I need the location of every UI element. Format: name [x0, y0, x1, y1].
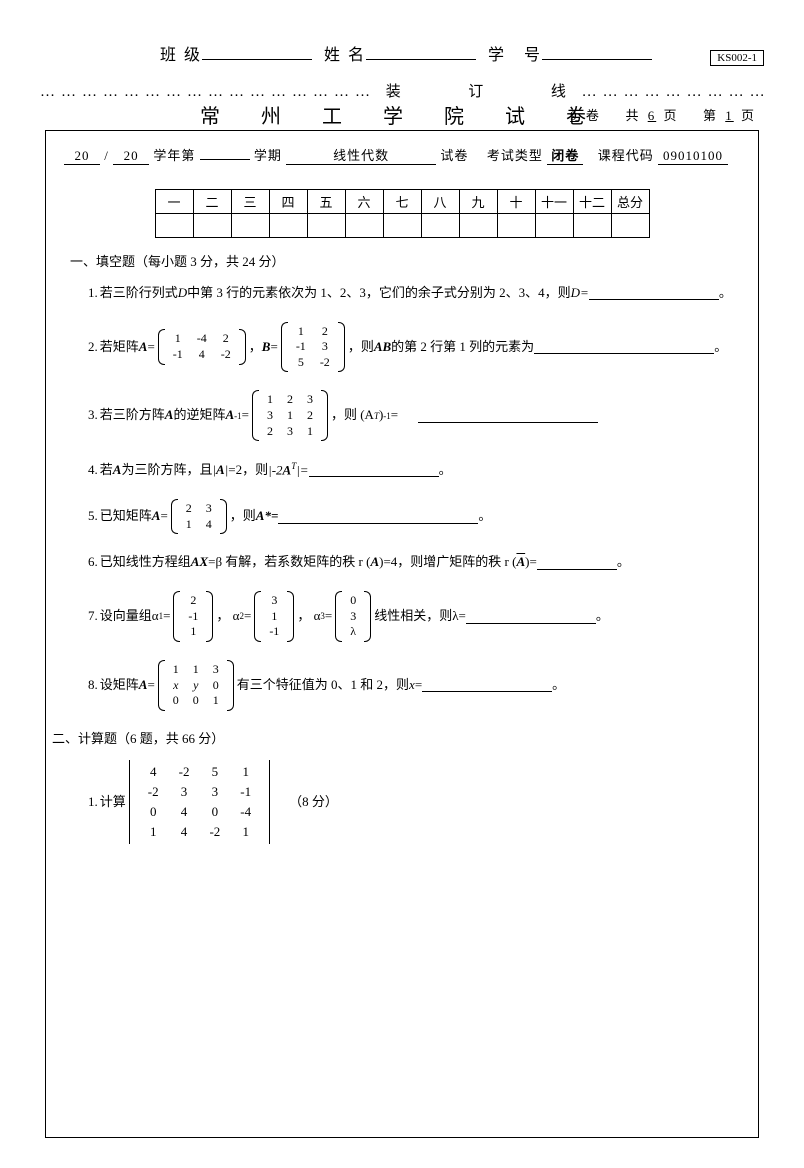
exam-page: 班 级 姓 名 学 号 KS002-1 ………………………………………… 装 订… [0, 0, 804, 1168]
main-box: 20 / 20 学年第 学期 线性代数 试卷 考试类型 闭卷 课程代码 0901… [45, 130, 759, 1138]
total-pages: 6 [646, 108, 659, 123]
q1: 1. 若三阶行列式 D 中第 3 行的元素依次为 1、2、3，它们的余子式分别为… [88, 283, 734, 304]
q3-matrix: 123 312 231 [252, 390, 328, 441]
q6-blank [537, 556, 617, 570]
name-label: 姓 名 [324, 41, 366, 65]
exam-type: 闭卷 [547, 145, 583, 165]
q8-blank [422, 678, 552, 692]
q1-blank [589, 286, 719, 300]
line-char: 线 [551, 84, 572, 100]
school-title: 常 州 工 学 院 试 卷 [200, 100, 604, 129]
score-table: 一 二 三 四 五 六 七 八 九 十 十一 十二 总分 [155, 189, 650, 238]
header-fields: 班 级 姓 名 学 号 [160, 40, 734, 65]
name-blank [366, 40, 476, 60]
id-label: 学 号 [488, 41, 542, 65]
term-blank [200, 159, 250, 160]
q2: 2. 若矩阵 A = 1-42 -14-2 ， B = 12 -13 5-2 ，… [88, 322, 734, 373]
q5-matrix: 23 14 [171, 499, 227, 534]
score-blank-row [155, 214, 649, 238]
s2-q1: 1. 计算 4-251 -233-1 040-4 14-21 （8 分） [88, 760, 734, 845]
exam-info-line: 20 / 20 学年第 学期 线性代数 试卷 考试类型 闭卷 课程代码 0901… [46, 131, 758, 175]
q8-matrix: 113 xy0 001 [158, 660, 234, 711]
binding-line: ………………………………………… 装 订 线 ………………………………………… [40, 80, 764, 101]
q4: 4. 若 A 为三阶方阵，且 |A| =2，则 |-2AT|= 。 [88, 459, 734, 481]
q7-v3: 03λ [335, 591, 371, 642]
q7-blank [466, 610, 596, 624]
q2-matrix-a: 1-42 -14-2 [158, 329, 246, 364]
q2-matrix-b: 12 -13 5-2 [281, 322, 345, 373]
s2-q1-points: （8 分） [289, 792, 338, 813]
current-page: 1 [723, 108, 736, 123]
q5-blank [278, 510, 478, 524]
volume-num: 9 [568, 108, 581, 123]
s2-q1-det: 4-251 -233-1 040-4 14-21 [129, 760, 270, 845]
class-blank [202, 40, 312, 60]
form-code: KS002-1 [710, 50, 764, 66]
section2-heading: 二、计算题（6 题，共 66 分） [52, 729, 734, 750]
course-code: 09010100 [658, 148, 728, 165]
q4-blank [309, 463, 439, 477]
q2-blank [534, 340, 714, 354]
q3-blank [418, 409, 598, 423]
q7: 7. 设向量组α1 = 2-11 ， α2 = 31-1 ， α3 = 03λ … [88, 591, 734, 642]
sew-char: 订 [468, 84, 489, 100]
course-name: 线性代数 [286, 145, 436, 165]
page-numbers: 9 卷 共 6 页 第 1 页 [568, 105, 756, 124]
q3: 3. 若三阶方阵 A 的逆矩阵 A-1 = 123 312 231 ，则 (AT… [88, 390, 734, 441]
content: 一、填空题（每小题 3 分，共 24 分） 1. 若三阶行列式 D 中第 3 行… [46, 252, 758, 844]
bind-char: 装 [386, 84, 407, 100]
q6: 6. 已知线性方程组 AX =β 有解，若系数矩阵的秩 r ( A )=4，则增… [88, 552, 734, 573]
class-label: 班 级 [160, 41, 202, 65]
score-header-row: 一 二 三 四 五 六 七 八 九 十 十一 十二 总分 [155, 190, 649, 214]
q5: 5. 已知矩阵 A = 23 14 ，则 A*= 。 [88, 499, 734, 534]
q7-v1: 2-11 [173, 591, 213, 642]
q7-v2: 31-1 [254, 591, 294, 642]
id-blank [542, 40, 652, 60]
section1-heading: 一、填空题（每小题 3 分，共 24 分） [70, 252, 734, 273]
q8: 8. 设矩阵 A = 113 xy0 001 有三个特征值为 0、1 和 2，则… [88, 660, 734, 711]
